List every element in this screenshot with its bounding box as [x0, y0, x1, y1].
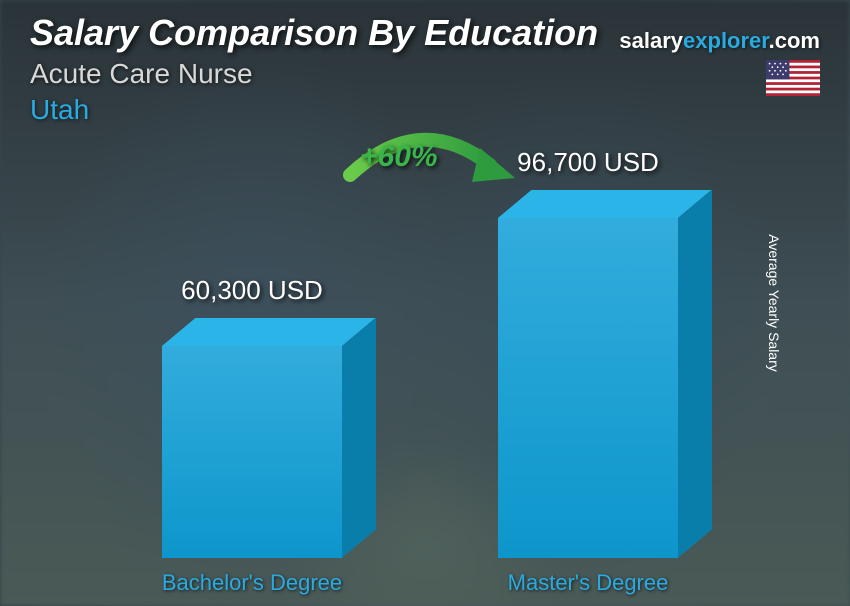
- brand-part2: explorer: [683, 28, 769, 53]
- flag-icon: [766, 60, 820, 96]
- page-title: Salary Comparison By Education: [30, 12, 598, 54]
- bar-top: [162, 318, 375, 346]
- brand-logo: salaryexplorer.com: [619, 28, 820, 54]
- bar-side: [678, 189, 712, 558]
- increase-label: +60%: [360, 140, 438, 174]
- bar-front: [498, 218, 678, 558]
- brand-part3: .com: [769, 28, 820, 53]
- bar-category-label: Master's Degree: [508, 570, 669, 596]
- chart-container: Salary Comparison By Education Acute Car…: [0, 0, 850, 606]
- y-axis-label: Average Yearly Salary: [765, 234, 781, 372]
- brand-part1: salary: [619, 28, 683, 53]
- job-subtitle: Acute Care Nurse: [30, 58, 253, 90]
- bar-value-label: 60,300 USD: [181, 275, 323, 306]
- bar-value-label: 96,700 USD: [517, 147, 659, 178]
- bar-front: [162, 346, 342, 558]
- bar-side: [342, 317, 376, 558]
- bar-top: [498, 190, 711, 218]
- location-label: Utah: [30, 94, 89, 126]
- bar-category-label: Bachelor's Degree: [162, 570, 342, 596]
